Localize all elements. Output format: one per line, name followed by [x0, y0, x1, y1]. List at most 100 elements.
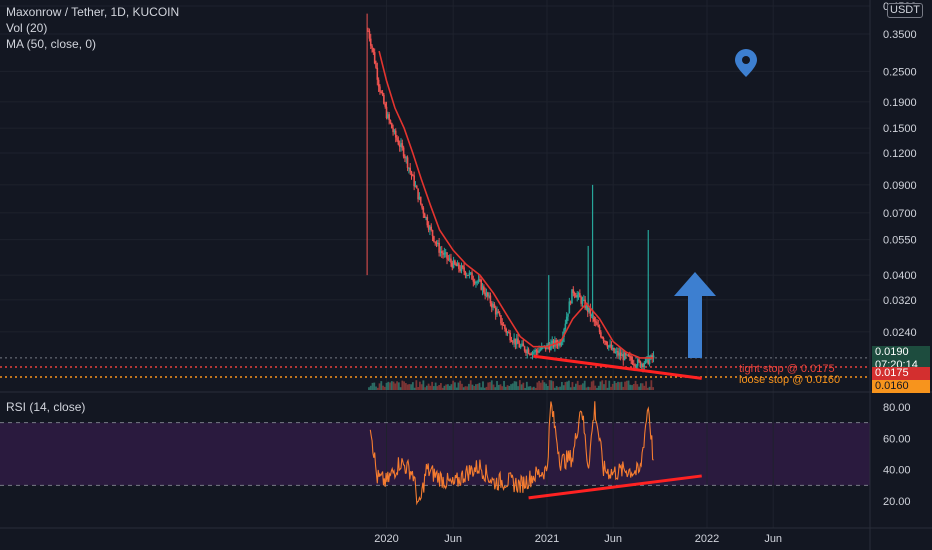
volume-bar	[618, 382, 621, 390]
candle-body	[394, 130, 397, 138]
volume-bar	[429, 385, 432, 390]
price-trendline[interactable]	[533, 354, 702, 380]
candle-body	[398, 144, 401, 147]
volume-bar	[625, 380, 628, 390]
volume-bar	[385, 382, 388, 390]
volume-bar	[415, 380, 418, 390]
candle-body	[373, 52, 376, 64]
volume-bar	[606, 387, 609, 390]
volume-bar	[454, 382, 456, 390]
volume-bar	[611, 383, 614, 390]
candle-body	[472, 279, 475, 282]
candle-body	[376, 67, 379, 80]
volume-bar	[634, 380, 637, 390]
volume-bar	[629, 384, 632, 390]
volume-bar	[561, 381, 563, 390]
volume-bar	[369, 385, 372, 390]
candle-body	[464, 271, 467, 276]
stop-lines	[0, 357, 870, 378]
candle-body	[536, 351, 539, 353]
volume-bar	[413, 387, 416, 390]
candle-body	[644, 358, 647, 364]
volume-bar	[564, 382, 567, 390]
candle-body	[475, 281, 477, 284]
volume-bar	[541, 380, 544, 390]
candle-body	[548, 346, 551, 351]
currency-button[interactable]: USDT	[887, 3, 923, 18]
volume-bar	[404, 383, 407, 390]
volume-bar	[622, 386, 625, 390]
candle-body	[575, 295, 577, 298]
candle-body	[614, 351, 617, 353]
volume-bar	[620, 381, 623, 390]
rsi-tick-label: 20.00	[883, 496, 911, 508]
candle-body	[409, 167, 411, 172]
candle-body	[635, 365, 638, 367]
tight-stop-annotation: tight stop @ 0.0175	[739, 363, 835, 375]
symbol-title[interactable]: Maxonrow / Tether, 1D, KUCOIN	[6, 5, 180, 19]
candle-body	[565, 316, 568, 324]
volume-bar	[552, 381, 555, 390]
volume-bar	[425, 385, 428, 390]
volume-bar	[375, 386, 377, 390]
vol-indicator-label[interactable]: Vol (20)	[6, 21, 48, 35]
candle-body	[371, 45, 373, 49]
volume-bar	[399, 387, 402, 390]
candle-body	[488, 295, 490, 297]
rsi-trendline[interactable]	[528, 474, 702, 500]
volume-bar	[553, 387, 556, 390]
candle-body	[594, 321, 597, 323]
candle-body	[381, 92, 384, 95]
candle-body	[606, 344, 609, 348]
volume-bar	[466, 386, 469, 390]
volume-bar	[582, 383, 584, 390]
candle-body	[439, 251, 442, 253]
volume-bar	[483, 387, 486, 390]
volume-bar	[382, 385, 384, 390]
candle-body	[522, 343, 525, 347]
candle-body	[406, 157, 409, 168]
candle-body	[581, 299, 584, 304]
candle-body	[440, 251, 443, 253]
candle-body	[494, 307, 497, 315]
candle-body	[497, 311, 500, 313]
volume-bar	[578, 385, 581, 390]
candle-body	[385, 106, 388, 119]
volume-bar	[515, 381, 518, 390]
candle-body	[629, 356, 631, 358]
candle-body	[638, 359, 640, 362]
volume-bar	[636, 384, 639, 390]
candle-body	[514, 338, 517, 345]
location-pin-icon[interactable]	[735, 49, 757, 77]
rsi-indicator-label[interactable]: RSI (14, close)	[6, 400, 86, 414]
volume-bar	[624, 381, 626, 390]
loose-stop-annotation: loose stop @ 0.0160	[739, 374, 840, 386]
price-tick-label: 0.3500	[883, 29, 917, 41]
price-tick-label: 0.1500	[883, 123, 917, 135]
candle-body	[459, 268, 461, 272]
candle-body	[379, 86, 381, 92]
candle-body	[611, 347, 614, 350]
time-tick-label: 2021	[535, 533, 559, 545]
candle-body	[458, 263, 460, 269]
candle-body	[511, 341, 514, 343]
candle-body	[485, 292, 488, 296]
volume-bar	[373, 382, 376, 390]
ma-indicator-label[interactable]: MA (50, close, 0)	[6, 37, 97, 51]
volume-bar	[510, 384, 512, 390]
up-arrow-icon[interactable]	[674, 272, 716, 358]
candle-body	[622, 354, 625, 361]
time-axis[interactable]: 2020 Jun 2021 Jun 2022 Jun	[374, 533, 782, 545]
candle-body	[423, 213, 426, 218]
candle-body	[418, 196, 421, 200]
candle-body	[493, 304, 496, 308]
time-tick-label: 2020	[374, 533, 398, 545]
volume-bar	[608, 380, 611, 390]
volume-bar	[503, 380, 505, 390]
volume-bar	[432, 386, 435, 390]
candle-body	[415, 185, 418, 189]
candle-body	[639, 361, 642, 368]
candle-body	[504, 325, 506, 329]
rsi-axis[interactable]: 80.00 60.00 40.00 20.00	[883, 402, 911, 508]
